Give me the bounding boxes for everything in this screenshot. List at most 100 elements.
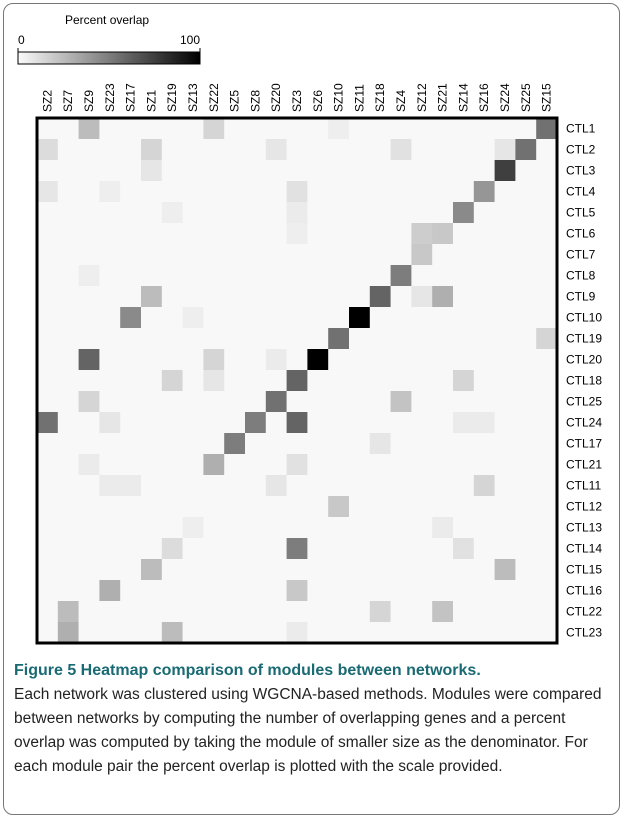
heatmap-cell bbox=[286, 433, 308, 455]
heatmap-cell bbox=[432, 454, 454, 476]
heatmap-cell bbox=[161, 622, 183, 644]
heatmap-cell bbox=[99, 328, 121, 350]
heatmap-cell bbox=[536, 538, 558, 560]
heatmap-cell bbox=[411, 139, 433, 161]
heatmap-cell bbox=[411, 496, 433, 518]
heatmap-cell bbox=[432, 559, 454, 581]
heatmap-cell bbox=[390, 454, 412, 476]
heatmap-cell bbox=[390, 433, 412, 455]
heatmap-cell bbox=[411, 370, 433, 392]
x-label: SZ13 bbox=[186, 83, 200, 112]
y-label: CTL16 bbox=[566, 584, 602, 598]
heatmap-cell bbox=[453, 475, 475, 497]
heatmap-cell bbox=[182, 307, 204, 329]
heatmap-cell bbox=[536, 622, 558, 644]
heatmap-cell bbox=[120, 517, 142, 539]
heatmap-cell bbox=[432, 349, 454, 371]
heatmap-cell bbox=[515, 118, 537, 140]
heatmap-cell bbox=[99, 160, 121, 182]
heatmap-cell bbox=[453, 181, 475, 203]
heatmap-cell bbox=[411, 622, 433, 644]
heatmap-cell bbox=[307, 223, 329, 245]
heatmap-cell bbox=[328, 286, 350, 308]
heatmap-cell bbox=[224, 370, 246, 392]
heatmap-cell bbox=[349, 370, 371, 392]
heatmap-cell bbox=[265, 118, 287, 140]
heatmap-cell bbox=[245, 580, 267, 602]
heatmap-cell bbox=[536, 181, 558, 203]
heatmap-cell bbox=[494, 622, 516, 644]
heatmap-cell bbox=[78, 160, 100, 182]
heatmap-cell bbox=[369, 223, 391, 245]
heatmap-cell bbox=[411, 559, 433, 581]
heatmap-cell bbox=[203, 517, 225, 539]
heatmap-cell bbox=[120, 307, 142, 329]
heatmap-cell bbox=[390, 601, 412, 623]
heatmap-cell bbox=[78, 286, 100, 308]
heatmap-cell bbox=[349, 601, 371, 623]
heatmap-cell bbox=[473, 412, 495, 434]
heatmap-cell bbox=[78, 349, 100, 371]
heatmap-cell bbox=[182, 622, 204, 644]
heatmap-cell bbox=[37, 517, 59, 539]
heatmap-cell bbox=[57, 517, 79, 539]
heatmap-cell bbox=[182, 223, 204, 245]
heatmap-cell bbox=[473, 181, 495, 203]
heatmap-cell bbox=[182, 454, 204, 476]
heatmap-cell bbox=[369, 580, 391, 602]
heatmap-cell bbox=[245, 601, 267, 623]
heatmap-cell bbox=[161, 181, 183, 203]
heatmap-cell bbox=[161, 433, 183, 455]
heatmap-cell bbox=[307, 496, 329, 518]
heatmap-cell bbox=[349, 160, 371, 182]
heatmap-cell bbox=[120, 601, 142, 623]
heatmap-cell bbox=[473, 223, 495, 245]
heatmap-cell bbox=[473, 538, 495, 560]
heatmap-cell bbox=[57, 601, 79, 623]
heatmap-cell bbox=[349, 454, 371, 476]
heatmap-cell bbox=[369, 622, 391, 644]
heatmap-cell bbox=[515, 391, 537, 413]
heatmap-cell bbox=[453, 139, 475, 161]
heatmap-cell bbox=[349, 202, 371, 224]
heatmap-cell bbox=[328, 454, 350, 476]
heatmap-cell bbox=[369, 559, 391, 581]
heatmap-cell bbox=[432, 433, 454, 455]
heatmap-cell bbox=[265, 160, 287, 182]
heatmap-cell bbox=[349, 139, 371, 161]
heatmap-cell bbox=[203, 265, 225, 287]
heatmap-cell bbox=[265, 517, 287, 539]
x-label: SZ5 bbox=[228, 90, 242, 112]
heatmap-cell bbox=[307, 370, 329, 392]
heatmap-cell bbox=[203, 118, 225, 140]
heatmap-cell bbox=[37, 391, 59, 413]
heatmap-cell bbox=[411, 307, 433, 329]
y-label: CTL12 bbox=[566, 500, 602, 514]
heatmap-cell bbox=[245, 391, 267, 413]
heatmap-cell bbox=[328, 559, 350, 581]
heatmap-cell bbox=[245, 475, 267, 497]
heatmap-cell bbox=[203, 181, 225, 203]
heatmap-cell bbox=[307, 349, 329, 371]
heatmap-cell bbox=[432, 328, 454, 350]
heatmap-cell bbox=[78, 223, 100, 245]
heatmap-cell bbox=[536, 412, 558, 434]
heatmap-cell bbox=[390, 559, 412, 581]
heatmap-cell bbox=[453, 370, 475, 392]
heatmap-cell bbox=[390, 496, 412, 518]
heatmap-cell bbox=[141, 475, 163, 497]
heatmap-cell bbox=[328, 601, 350, 623]
heatmap-cell bbox=[515, 622, 537, 644]
heatmap-cell bbox=[494, 559, 516, 581]
heatmap-cell bbox=[141, 265, 163, 287]
heatmap-cell bbox=[141, 391, 163, 413]
heatmap-cell bbox=[411, 391, 433, 413]
heatmap-cell bbox=[120, 580, 142, 602]
heatmap-cell bbox=[307, 139, 329, 161]
x-label: SZ23 bbox=[103, 83, 117, 112]
heatmap-cell bbox=[328, 349, 350, 371]
heatmap-cell bbox=[265, 601, 287, 623]
heatmap-cell bbox=[473, 286, 495, 308]
heatmap-cell bbox=[307, 202, 329, 224]
heatmap-cell bbox=[286, 139, 308, 161]
